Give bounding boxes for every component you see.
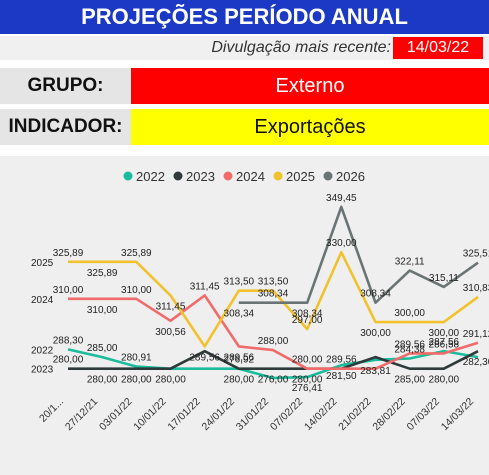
data-label-2024: 289,56 — [224, 352, 255, 363]
series-line-2025 — [68, 250, 479, 348]
data-label-2026: 315,11 — [429, 273, 459, 284]
release-date-row: Divulgação mais recente: 14/03/22 — [0, 36, 489, 60]
release-date-value: 14/03/22 — [393, 37, 483, 59]
x-tick-label: 10/01/22 — [131, 396, 168, 433]
x-tick-label: 27/12/21 — [63, 396, 100, 433]
data-label-2022: 276,41 — [292, 383, 323, 394]
x-tick-label: 20/1... — [37, 396, 66, 425]
row-label-2023: 2023 — [31, 365, 54, 376]
data-label-2022: 283,81 — [360, 366, 391, 377]
series-line-2026 — [238, 205, 479, 304]
x-tick-label: 24/01/22 — [200, 396, 237, 433]
release-date-label: Divulgação mais recente: — [211, 39, 391, 56]
x-tick-label: 07/03/22 — [405, 396, 442, 433]
data-label-2024: 288,00 — [258, 336, 289, 347]
data-label-2023: 285,00 — [394, 375, 425, 386]
data-label-2025: 330,00 — [326, 238, 357, 249]
data-label-2023: 280,00 — [429, 375, 460, 386]
data-label-2025: 311,45 — [156, 301, 186, 312]
series-line-2023 — [68, 349, 479, 370]
row-label-2025: 2025 — [31, 258, 54, 269]
data-label-2025: 313,50 — [224, 277, 255, 288]
data-label-2024: 280,00 — [292, 375, 323, 386]
data-label-2024: 311,45 — [190, 281, 220, 292]
data-label-2024: 310,00 — [87, 305, 118, 316]
data-label-2025: 325,89 — [87, 268, 118, 279]
data-label-2024: 300,56 — [155, 327, 186, 338]
data-label-2022: 280,00 — [224, 375, 255, 386]
data-label-2025: 300,00 — [394, 308, 425, 319]
page-title: PROJEÇÕES PERÍODO ANUAL — [0, 0, 489, 34]
legend-label-2026: 2026 — [336, 169, 365, 184]
grupo-label: GRUPO: — [0, 68, 131, 104]
data-label-2022: 284,38 — [394, 345, 425, 356]
data-label-2024: 310,00 — [53, 285, 84, 296]
data-label-2026: 322,11 — [395, 257, 425, 268]
legend-label-2024: 2024 — [236, 169, 265, 184]
data-label-2025: 310,83 — [463, 283, 489, 294]
projection-chart: 2022 2023 2024 2025 2026 2025 2024 2022 2023 288,… — [0, 156, 489, 475]
indicador-selector[interactable]: Exportações — [131, 109, 489, 145]
legend-label-2022: 2022 — [136, 169, 165, 184]
data-label-2022: 287,56 — [429, 337, 460, 348]
data-label-2025: 325,89 — [53, 248, 84, 259]
data-label-2024: 289,56 — [326, 355, 357, 366]
data-label-2023: 280,00 — [53, 355, 84, 366]
data-label-2026: 308,34 — [258, 289, 289, 300]
line-chart-svg: 2022 2023 2024 2025 2026 2025 2024 2022 2023 288,… — [31, 169, 489, 433]
indicador-label: INDICADOR: — [0, 109, 131, 145]
x-tick-label: 28/02/22 — [370, 396, 407, 433]
data-label-2022: 288,30 — [53, 335, 84, 346]
data-label-2026: 349,45 — [326, 193, 357, 204]
data-label-2022: 280,91 — [121, 353, 152, 364]
data-label-2023: 280,00 — [292, 355, 323, 366]
data-label-2025: 300,00 — [429, 328, 460, 339]
series-line-2022 — [67, 348, 479, 380]
data-label-2023: 276,00 — [258, 375, 289, 386]
legend-marker-2024 — [223, 171, 233, 181]
row-label-2024: 2024 — [31, 295, 54, 306]
x-tick-label: 03/01/22 — [97, 396, 134, 433]
data-label-2026: 308,34 — [292, 309, 323, 320]
x-tick-label: 07/02/22 — [268, 396, 305, 433]
data-label-2025: 289,56 — [189, 352, 220, 363]
data-label-2025: 300,00 — [360, 328, 391, 339]
legend-marker-2022 — [123, 171, 133, 181]
data-label-2025: 297,00 — [292, 315, 323, 326]
data-label-2026: 308,34 — [224, 309, 255, 320]
data-label-2024: 286,58 — [429, 339, 460, 350]
legend-marker-2025 — [273, 171, 283, 181]
legend-marker-2023 — [173, 171, 183, 181]
x-tick-label: 14/03/22 — [439, 396, 476, 433]
data-label-2023: 276,92 — [224, 355, 255, 366]
data-label-2023: 280,00 — [121, 375, 152, 386]
x-tick-label: 31/01/22 — [234, 396, 271, 433]
x-tick-label: 14/02/22 — [302, 396, 339, 433]
data-label-2024: 291,12 — [463, 329, 489, 340]
data-label-2023: 282,30 — [463, 357, 489, 368]
data-label-2022: 285,00 — [87, 343, 118, 354]
series-line-2024 — [68, 294, 479, 370]
data-label-2025: 325,89 — [121, 248, 152, 259]
data-label-2023: 280,00 — [87, 375, 118, 386]
legend-label-2025: 2025 — [286, 169, 315, 184]
data-label-2022: 281,50 — [326, 371, 357, 382]
data-label-2024: 310,00 — [121, 285, 152, 296]
data-label-2026: 308,34 — [360, 289, 391, 300]
data-label-2023: 280,00 — [155, 375, 186, 386]
data-label-2024: 289,56 — [394, 339, 425, 350]
data-label-2025: 313,50 — [258, 277, 289, 288]
grupo-selector[interactable]: Externo — [131, 68, 489, 104]
x-tick-label: 17/01/22 — [165, 396, 202, 433]
row-label-2022: 2022 — [31, 345, 54, 356]
x-tick-label: 21/02/22 — [336, 396, 373, 433]
data-label-2026: 325,51 — [463, 249, 489, 260]
legend-label-2023: 2023 — [186, 169, 215, 184]
legend-marker-2026 — [323, 171, 333, 181]
